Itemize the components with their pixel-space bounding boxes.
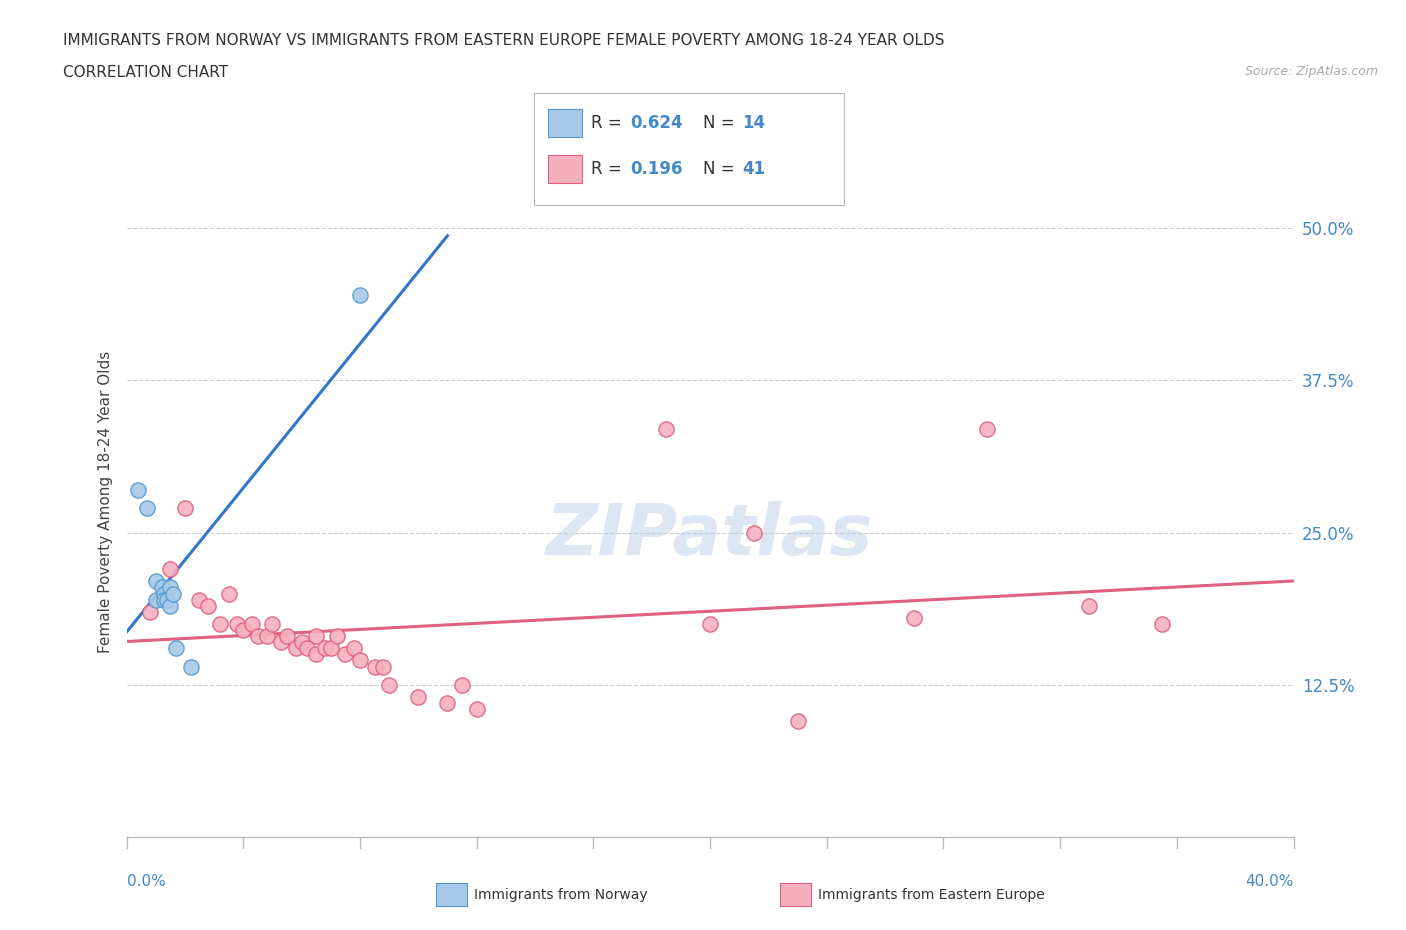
Point: [378, 677, 401, 692]
Point: [319, 641, 342, 656]
Point: [408, 689, 430, 704]
Point: [153, 586, 176, 601]
Point: [159, 598, 181, 613]
Point: [240, 617, 263, 631]
Point: [742, 525, 765, 540]
Text: IMMIGRANTS FROM NORWAY VS IMMIGRANTS FROM EASTERN EUROPE FEMALE POVERTY AMONG 18: IMMIGRANTS FROM NORWAY VS IMMIGRANTS FRO…: [63, 33, 945, 47]
Point: [655, 421, 678, 436]
Point: [232, 622, 254, 637]
Point: [246, 629, 269, 644]
Text: Immigrants from Eastern Europe: Immigrants from Eastern Europe: [818, 887, 1045, 902]
Point: [276, 629, 298, 644]
Point: [165, 641, 187, 656]
Point: [197, 598, 219, 613]
Text: 14: 14: [742, 113, 765, 132]
Point: [136, 501, 159, 516]
Text: ZIPatlas: ZIPatlas: [547, 501, 873, 570]
Text: 0.196: 0.196: [630, 160, 682, 179]
Y-axis label: Female Poverty Among 18-24 Year Olds: Female Poverty Among 18-24 Year Olds: [97, 352, 112, 654]
Point: [284, 641, 307, 656]
Point: [290, 635, 312, 650]
Point: [208, 617, 231, 631]
Text: R =: R =: [591, 160, 627, 179]
Point: [218, 586, 240, 601]
Point: [349, 287, 371, 302]
Point: [314, 641, 336, 656]
Text: Immigrants from Norway: Immigrants from Norway: [474, 887, 647, 902]
Point: [145, 592, 167, 607]
Point: [156, 592, 179, 607]
Point: [1152, 617, 1174, 631]
Point: [262, 617, 284, 631]
Point: [699, 617, 721, 631]
Point: [373, 659, 395, 674]
Point: [127, 483, 149, 498]
Point: [226, 617, 249, 631]
Text: 0.624: 0.624: [630, 113, 682, 132]
Text: 40.0%: 40.0%: [1246, 874, 1294, 889]
Point: [363, 659, 385, 674]
Point: [903, 610, 925, 625]
Text: R =: R =: [591, 113, 627, 132]
Text: N =: N =: [703, 113, 740, 132]
Text: Source: ZipAtlas.com: Source: ZipAtlas.com: [1244, 65, 1378, 78]
Point: [1078, 598, 1101, 613]
Point: [139, 604, 162, 619]
Point: [343, 641, 366, 656]
Point: [325, 629, 347, 644]
Point: [305, 647, 328, 662]
Point: [150, 580, 173, 595]
Point: [153, 592, 176, 607]
Point: [786, 714, 808, 729]
Point: [174, 501, 197, 516]
Point: [188, 592, 211, 607]
Point: [159, 562, 181, 577]
Point: [335, 647, 357, 662]
Point: [305, 629, 328, 644]
Text: 0.0%: 0.0%: [127, 874, 166, 889]
Point: [180, 659, 202, 674]
Text: N =: N =: [703, 160, 740, 179]
Text: CORRELATION CHART: CORRELATION CHART: [63, 65, 228, 80]
Point: [297, 641, 319, 656]
Point: [256, 629, 278, 644]
Point: [159, 580, 181, 595]
Point: [451, 677, 474, 692]
Point: [270, 635, 292, 650]
Point: [349, 653, 371, 668]
Point: [976, 421, 998, 436]
Point: [145, 574, 167, 589]
Point: [465, 702, 488, 717]
Point: [436, 696, 458, 711]
Text: 41: 41: [742, 160, 765, 179]
Point: [162, 586, 184, 601]
